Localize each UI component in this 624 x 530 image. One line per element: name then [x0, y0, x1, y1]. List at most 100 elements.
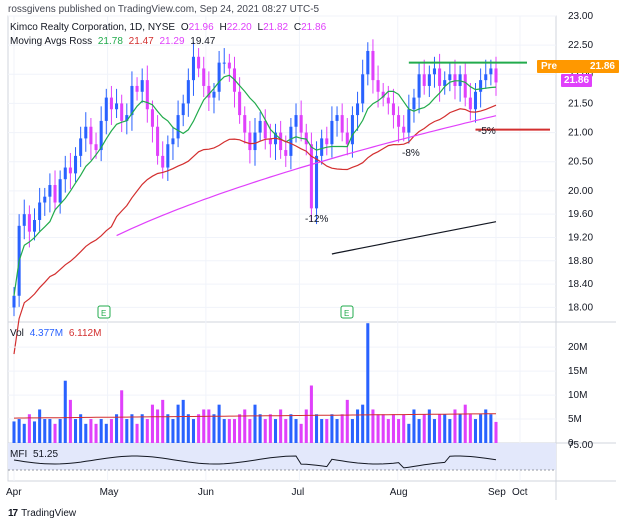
y-tick-label: 18.80	[568, 256, 593, 267]
y-tick-label: 19.60	[568, 209, 593, 220]
volume-bar	[315, 414, 319, 443]
candle-body	[243, 115, 247, 133]
volume-bar	[479, 414, 483, 443]
ohlc-high: H22.20	[219, 22, 251, 33]
ohlc-high-label: H	[219, 22, 227, 33]
candle-body	[443, 80, 447, 86]
volume-bar	[232, 419, 237, 443]
candle-body	[258, 120, 262, 133]
candle-body	[109, 97, 113, 110]
volume-bar	[463, 404, 467, 443]
volume-bar	[27, 414, 31, 443]
volume-bar	[166, 414, 170, 443]
volume-bar	[212, 414, 216, 443]
volume-bar	[156, 409, 160, 443]
candle-body	[432, 68, 436, 75]
x-tick-label: Jul	[291, 487, 304, 498]
mfi-value: 51.25	[33, 449, 59, 460]
candle-body	[489, 68, 493, 75]
footer-branding[interactable]: 17 TradingView	[8, 508, 76, 519]
x-tick-label: Jun	[198, 487, 214, 498]
candle-body	[381, 91, 385, 98]
volume-bar	[417, 419, 421, 443]
ma-fast-line	[13, 74, 497, 296]
candle-body	[494, 68, 498, 83]
ma-long-value: 19.47	[190, 36, 216, 47]
x-tick-label: Apr	[6, 487, 22, 498]
candle-body	[191, 56, 195, 81]
volume-bar	[448, 419, 452, 443]
candle-body	[391, 103, 395, 116]
candle-body	[294, 115, 298, 127]
candle-body	[130, 85, 134, 116]
ma-fast-value: 21.78	[97, 36, 123, 47]
candle-body	[99, 120, 103, 151]
ohlc-high-value: 22.20	[226, 22, 252, 33]
volume-bar	[438, 414, 442, 443]
candle-body	[156, 126, 160, 156]
candle-body	[284, 150, 288, 156]
drawdown-annotation: -12%	[305, 214, 328, 225]
y-tick-label: 18.00	[568, 302, 593, 313]
pre-price-tag: Pre 21.86	[537, 60, 619, 73]
candle-body	[448, 74, 452, 81]
mfi-title: MFI	[10, 449, 28, 460]
candle-body	[386, 97, 390, 104]
candle-body	[304, 132, 308, 145]
volume-avg-line	[13, 413, 497, 419]
ma-slow-value: 21.29	[159, 36, 185, 47]
publisher-line: rossgivens published on TradingView.com,…	[8, 4, 320, 15]
candle-body	[115, 103, 119, 110]
volume-bar	[376, 414, 380, 443]
volume-bar	[22, 423, 26, 443]
candle-body	[330, 120, 334, 145]
volume-bar	[79, 414, 83, 443]
candle-body	[104, 97, 108, 121]
volume-bar	[432, 419, 436, 443]
candle-body	[48, 185, 52, 197]
volume-bar	[202, 409, 206, 443]
mfi-legend[interactable]: MFI 51.25	[10, 449, 61, 460]
candle-body	[340, 115, 344, 133]
candle-body	[335, 115, 339, 121]
candle-body	[166, 144, 170, 168]
candle-body	[253, 132, 257, 151]
candle-body	[397, 115, 401, 127]
mfi-line	[13, 455, 497, 469]
vol-tick-label: 15M	[568, 366, 587, 377]
ohlc-low-label: L	[257, 22, 264, 33]
volume-bar	[407, 423, 411, 443]
moving-avgs-legend[interactable]: Moving Avgs Ross 21.78 21.47 21.29 19.47	[10, 36, 218, 47]
volume-bar	[12, 421, 16, 443]
candle-body	[463, 74, 467, 98]
symbol-legend[interactable]: Kimco Realty Corporation, 1D, NYSE O21.9…	[10, 22, 329, 33]
volume-bar	[325, 419, 329, 443]
volume-bar	[217, 404, 221, 443]
volume-bar	[68, 399, 72, 443]
candle-body	[140, 80, 144, 92]
candle-body	[202, 68, 206, 86]
candle-body	[361, 74, 365, 104]
earnings-marker-label: E	[101, 309, 106, 318]
volume-bar	[227, 419, 231, 443]
candle-body	[263, 120, 267, 139]
volume-bar	[181, 399, 185, 443]
y-tick-label: 22.50	[568, 40, 593, 51]
candle-body	[12, 295, 16, 308]
candle-body	[268, 138, 272, 145]
volume-legend[interactable]: Vol 4.377M 6.112M	[10, 328, 104, 339]
vol-title: Vol	[10, 328, 24, 339]
ohlc-close: C21.86	[294, 22, 326, 33]
candle-body	[248, 132, 252, 151]
volume-bar	[17, 419, 21, 443]
candle-body	[74, 155, 78, 174]
volume-bar	[294, 419, 298, 443]
volume-bar	[125, 419, 129, 443]
candle-body	[125, 115, 129, 121]
ma-mid-line	[13, 104, 497, 355]
candle-body	[468, 97, 472, 110]
volume-bar	[58, 419, 62, 443]
candle-body	[22, 214, 26, 226]
earnings-marker-label: E	[344, 309, 349, 318]
volume-bar	[284, 419, 288, 443]
